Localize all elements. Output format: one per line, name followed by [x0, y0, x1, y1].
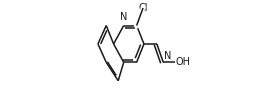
Text: N: N: [120, 12, 128, 22]
Text: Cl: Cl: [138, 3, 148, 13]
Text: N: N: [164, 51, 171, 61]
Text: OH: OH: [175, 57, 190, 67]
